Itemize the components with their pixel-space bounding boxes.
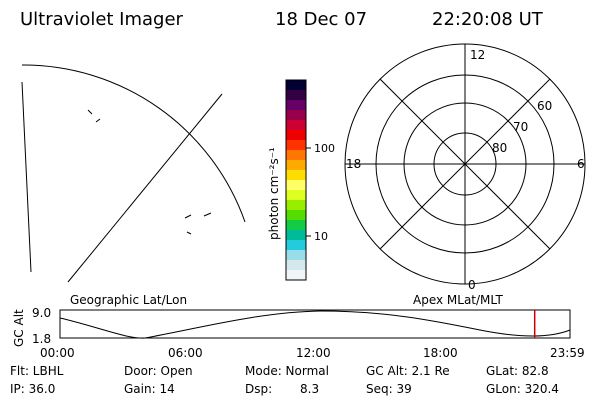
status-seq: Seq: 39 (366, 382, 412, 396)
map-coast-fragment (203, 212, 212, 217)
status-glat: GLat: 82.8 (486, 364, 549, 378)
timeline-y-top: 9.0 (32, 306, 51, 320)
colorbar-cell (286, 140, 306, 151)
timeline-tick-label: 18:00 (423, 346, 458, 360)
timeline-y-bottom: 1.8 (32, 332, 51, 346)
timeline-yaxis-label: GC Alt (12, 309, 26, 347)
status-glon: GLon: 320.4 (486, 382, 559, 396)
colorbar-cell (286, 90, 306, 101)
colorbar-cell (286, 130, 306, 141)
header-date: 18 Dec 07 (275, 9, 367, 30)
header-title: Ultraviolet Imager (20, 9, 184, 30)
colorbar-cell (286, 210, 306, 221)
colorbar-cell (286, 260, 306, 271)
status-flt: Flt: LBHL (10, 364, 64, 378)
header-time: 22:20:08 UT (432, 9, 544, 30)
geographic-map-panel (21, 64, 246, 283)
colorbar-cell (286, 230, 306, 241)
timeline-tick-label: 00:00 (40, 346, 75, 360)
colorbar-cell (286, 170, 306, 181)
polar-plot: 12 18 6 0 60 70 80 (344, 43, 586, 292)
colorbar: 100 10 photon cm⁻²s⁻¹ (267, 79, 335, 281)
colorbar-cell (286, 180, 306, 191)
timeline-tick-label: 06:00 (168, 346, 203, 360)
map-left-boundary (21, 81, 32, 273)
colorbar-cell (286, 250, 306, 261)
colorbar-cell (286, 100, 306, 111)
polar-label-12: 12 (470, 48, 485, 62)
colorbar-label-100: 100 (314, 142, 335, 155)
polar-label-6: 6 (577, 157, 585, 171)
colorbar-unit-label: photon cm⁻²s⁻¹ (267, 147, 281, 240)
status-dsp-label: Dsp: (245, 382, 272, 396)
polar-label-18: 18 (346, 157, 361, 171)
polar-label-0: 0 (468, 278, 476, 292)
map-outer-boundary (21, 64, 246, 223)
colorbar-cell (286, 220, 306, 231)
timeline-tick-label: 23:59 (550, 346, 585, 360)
map-coast-fragment (186, 231, 192, 235)
polar-diagonal-b (379, 78, 551, 250)
status-gain: Gain: 14 (124, 382, 175, 396)
status-door: Door: Open (124, 364, 193, 378)
timeline-altitude-curve (59, 310, 571, 339)
map-coast-fragment (184, 214, 192, 219)
polar-label-60: 60 (537, 99, 552, 113)
colorbar-gradient (285, 79, 307, 281)
status-gc-alt: GC Alt: 2.1 Re (366, 364, 450, 378)
colorbar-frame (285, 79, 307, 281)
map-diagonal-line (67, 93, 223, 283)
colorbar-cell (286, 120, 306, 131)
colorbar-cell (286, 270, 306, 281)
timeline-tick-label: 12:00 (296, 346, 331, 360)
timeline-right-title: Apex MLat/MLT (413, 293, 503, 307)
map-coast-fragment (87, 109, 93, 115)
colorbar-cell (286, 240, 306, 251)
colorbar-cell (286, 160, 306, 171)
altitude-timeline: Geographic Lat/Lon Apex MLat/MLT GC Alt … (12, 293, 585, 360)
colorbar-cell (286, 190, 306, 201)
status-dsp-value: 8.3 (300, 382, 319, 396)
timeline-left-title: Geographic Lat/Lon (70, 293, 187, 307)
status-mode: Mode: Normal (245, 364, 329, 378)
colorbar-cell (286, 110, 306, 121)
colorbar-label-10: 10 (314, 230, 328, 243)
colorbar-cell (286, 200, 306, 211)
map-coast-fragment (95, 118, 101, 123)
status-ip: IP: 36.0 (10, 382, 55, 396)
timeline-frame (59, 309, 571, 339)
colorbar-cell (286, 150, 306, 161)
status-block: Flt: LBHL IP: 36.0 Door: Open Gain: 14 M… (10, 364, 559, 396)
polar-label-70: 70 (513, 120, 528, 134)
colorbar-cell (286, 80, 306, 91)
polar-label-80: 80 (492, 141, 507, 155)
